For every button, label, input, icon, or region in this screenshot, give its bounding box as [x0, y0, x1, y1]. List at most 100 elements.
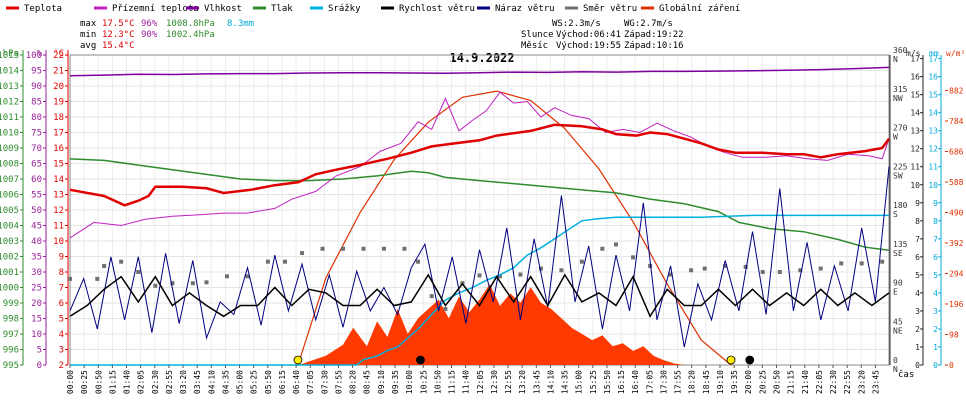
axis-label: hPa	[3, 49, 19, 59]
wind-direction-point	[265, 259, 270, 264]
x-tick-label: 12:55	[504, 370, 513, 394]
wind-direction-point	[341, 246, 345, 251]
axis-tick-label: 15	[31, 315, 42, 325]
info-wg: WG:2.7m/s	[624, 19, 673, 29]
x-axis: 00:00 00:25 00:50 01:15 01:40 02:05 02:30 02:55…	[66, 365, 880, 394]
axis-tick-label: 1001	[0, 268, 19, 278]
wind-direction-point	[631, 255, 636, 260]
axis-tick-label: 1000	[0, 284, 19, 294]
x-tick-label: 06:40	[292, 370, 301, 394]
stats-max-press: 1008.8hPa	[166, 19, 215, 29]
axis-tick-label: 996	[3, 346, 19, 356]
wind-gust-line	[69, 166, 890, 348]
axis-tick-label: 11	[53, 222, 64, 232]
axis-tick-label: 25	[31, 284, 42, 294]
axis-tick-label: 7	[59, 284, 64, 294]
x-axis-label: čas	[898, 369, 914, 380]
x-tick-label: 12:05	[476, 370, 485, 394]
axis-tick-label: 995	[3, 361, 19, 371]
axis-tick-label: 15	[53, 160, 64, 170]
axis-tick-label: N	[893, 365, 898, 374]
chart-title: 14.9.2022	[449, 51, 514, 65]
pressure-line	[69, 158, 890, 252]
x-tick-label: 10:50	[433, 370, 442, 394]
axis-tick-label: 1007	[0, 175, 19, 185]
wind-direction-point	[668, 272, 673, 277]
axis-tick-label: 8	[59, 268, 64, 278]
stats-min-hum: 90%	[141, 30, 158, 40]
wind-direction-point	[798, 268, 803, 273]
axis-tick-label: 10	[910, 181, 920, 190]
x-tick-label: 22:05	[815, 370, 824, 394]
sunset-marker	[726, 355, 736, 365]
axis-tick-label: 4	[915, 289, 920, 298]
x-tick-label: 18:20	[688, 370, 697, 394]
axis-tick-label: 882	[949, 87, 964, 96]
wind-direction-point	[245, 274, 250, 279]
axis-tick-label: 8	[915, 217, 920, 226]
x-tick-label: 00:25	[80, 370, 89, 394]
left-axes: hPa9959969979989991000100110021003100410…	[0, 49, 69, 371]
axis-tick-label: SW	[893, 171, 903, 180]
x-tick-label: 01:40	[123, 370, 132, 394]
legend-label: Srážky	[328, 4, 361, 14]
x-tick-label: 19:10	[716, 370, 725, 394]
axis-tick-label: 1011	[0, 113, 19, 123]
info-moon-set: Západ:10:16	[624, 41, 684, 51]
axis-tick-label: 1	[915, 343, 920, 352]
axis-tick-label: 30	[31, 268, 42, 278]
axis-tick-label: 315	[893, 85, 908, 94]
axis-tick-label: 7	[933, 235, 938, 244]
x-tick-label: 21:15	[787, 370, 796, 394]
x-tick-label: 08:20	[349, 370, 358, 394]
axis-tick-label: 13	[53, 191, 64, 201]
legend-label: Vlhkost	[204, 4, 242, 14]
wind-direction-point	[443, 307, 448, 312]
axis-tick-label: 1015	[0, 51, 19, 61]
x-tick-label: 00:00	[66, 370, 75, 394]
axis-tick-label: 5	[59, 315, 64, 325]
axis-tick-label: 8	[933, 217, 938, 226]
x-tick-label: 04:10	[207, 370, 216, 394]
axis-tick-label: 11	[910, 163, 920, 172]
wind-direction-point	[153, 283, 158, 288]
x-tick-label: 17:05	[645, 370, 654, 394]
x-tick-label: 14:35	[561, 370, 570, 394]
x-tick-label: 05:00	[236, 370, 245, 394]
axis-tick-label: 1002	[0, 253, 19, 263]
axis-tick-label: 1005	[0, 206, 19, 216]
wind-direction-point	[68, 276, 72, 281]
axis-tick-label: 60	[31, 175, 42, 185]
axis-tick-label: 90	[893, 279, 903, 288]
axis-tick-label: 225	[893, 162, 908, 171]
stats-avg-label: avg	[80, 41, 96, 51]
x-tick-label: 12:30	[490, 370, 499, 394]
axis-tick-label: 1013	[0, 82, 19, 92]
info-sun-rise: Východ:06:41	[556, 30, 621, 40]
x-tick-label: 21:40	[801, 370, 810, 394]
axis-tick-label: 35	[31, 253, 42, 263]
wind-direction-point	[777, 270, 782, 274]
wind-direction-point	[559, 268, 564, 273]
axis-tick-label: 12	[53, 206, 64, 216]
axis-label: w/m²	[946, 49, 965, 58]
x-tick-label: 16:40	[631, 370, 640, 394]
info-moon-rise: Východ:19:55	[556, 41, 621, 51]
moonrise-marker	[745, 355, 755, 365]
wind-direction-point	[477, 273, 482, 278]
wind-direction-point	[361, 246, 366, 251]
axis-tick-label: 2	[59, 361, 64, 371]
axis-tick-label: 0	[949, 361, 954, 370]
wind-direction-point	[859, 261, 864, 266]
axis-tick-label: 1006	[0, 191, 19, 201]
axis-tick-label: 0	[37, 361, 42, 371]
axis-tick-label: 12	[928, 145, 938, 154]
axis-tick-label: 20	[31, 299, 42, 309]
axis-label: %	[37, 49, 43, 59]
temperature-line	[69, 123, 891, 207]
axis-tick-label: 16	[910, 73, 920, 82]
wind-direction-point	[818, 266, 823, 271]
stats-avg-temp: 15.4°C	[102, 41, 135, 51]
axis-tick-label: 22	[53, 51, 64, 61]
x-tick-label: 13:20	[518, 370, 527, 394]
